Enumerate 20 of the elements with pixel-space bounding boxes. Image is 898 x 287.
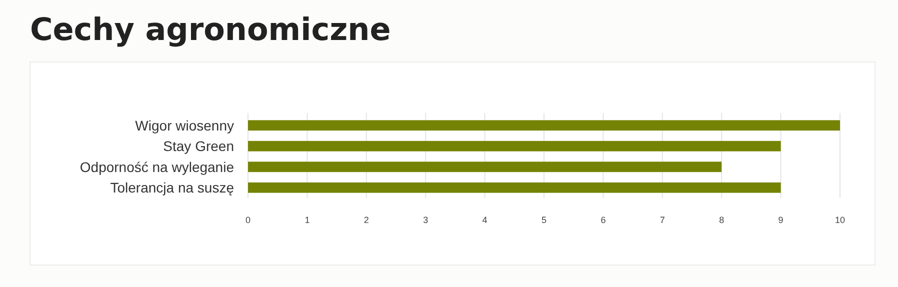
x-tick-label: 10 <box>834 215 846 225</box>
y-tick-label: Odporność na wyleganie <box>80 158 234 175</box>
bar <box>248 182 781 193</box>
x-tick-label: 8 <box>719 215 724 225</box>
bar <box>248 162 722 172</box>
x-tick-label: 7 <box>660 215 665 225</box>
y-tick-label: Tolerancja na suszę <box>110 180 234 196</box>
x-tick-label: 9 <box>778 215 784 225</box>
x-tick-label: 2 <box>364 215 369 225</box>
chart-title: Cechy agronomiczne <box>30 12 391 48</box>
x-tick-label: 1 <box>304 215 310 225</box>
x-tick-label: 3 <box>423 215 428 225</box>
y-tick-label: Wigor wiosenny <box>135 117 234 134</box>
x-tick-label: 6 <box>600 215 606 225</box>
x-tick-label: 5 <box>541 215 547 225</box>
x-tick-label: 0 <box>245 215 251 225</box>
x-tick-label: 4 <box>482 215 488 225</box>
bar <box>248 120 840 131</box>
y-tick-label: Stay Green <box>163 138 234 154</box>
bar <box>248 140 781 152</box>
